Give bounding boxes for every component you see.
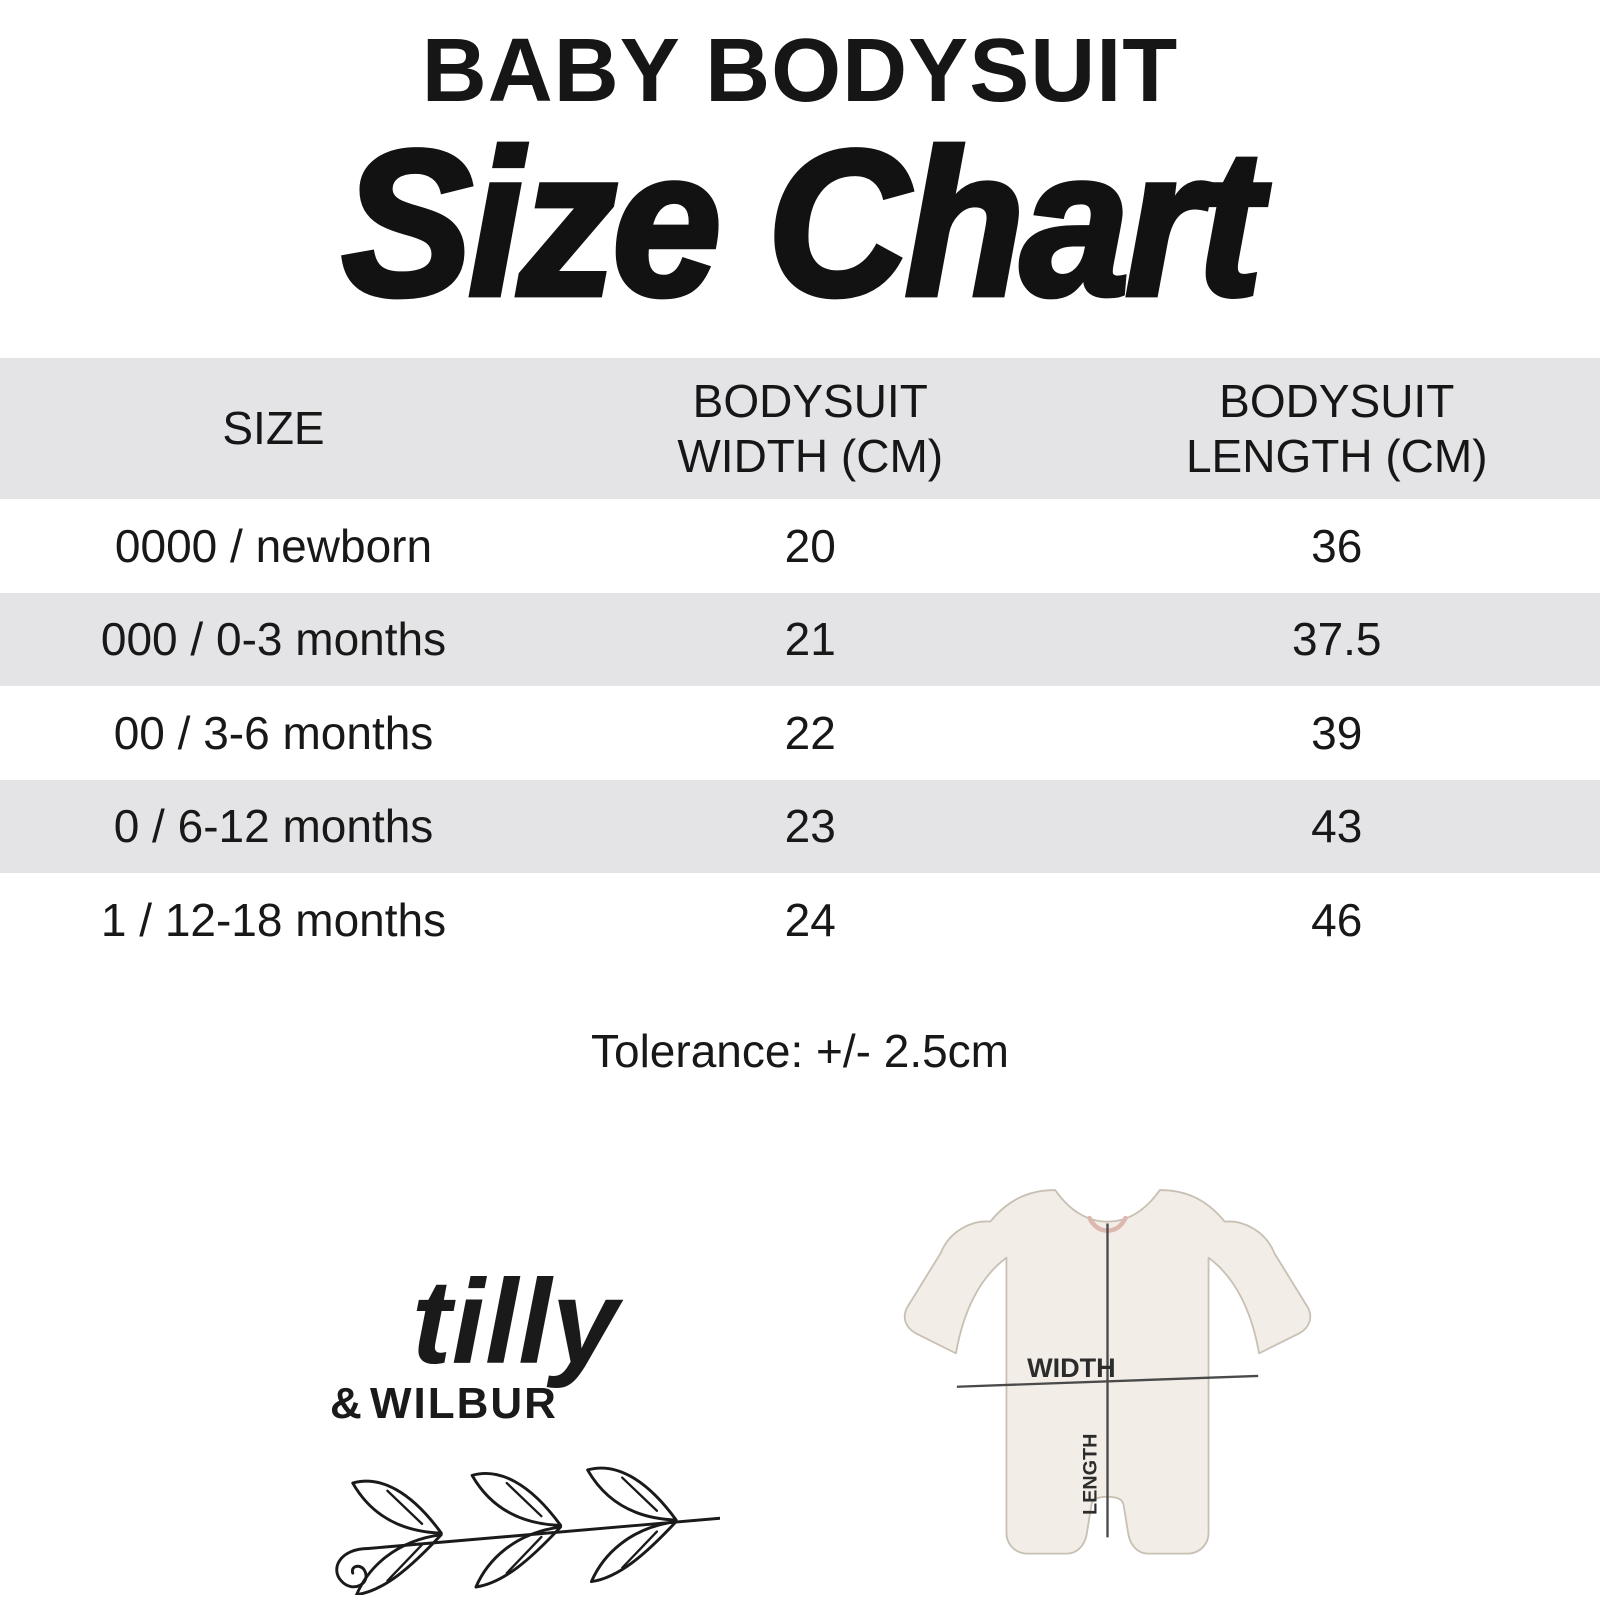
svg-text:tilly: tilly [412,1255,624,1389]
svg-text:WILBUR: WILBUR [370,1379,558,1428]
svg-text:&: & [330,1379,363,1428]
svg-text:LENGTH: LENGTH [1080,1434,1102,1516]
svg-text:WIDTH: WIDTH [1027,1353,1116,1383]
